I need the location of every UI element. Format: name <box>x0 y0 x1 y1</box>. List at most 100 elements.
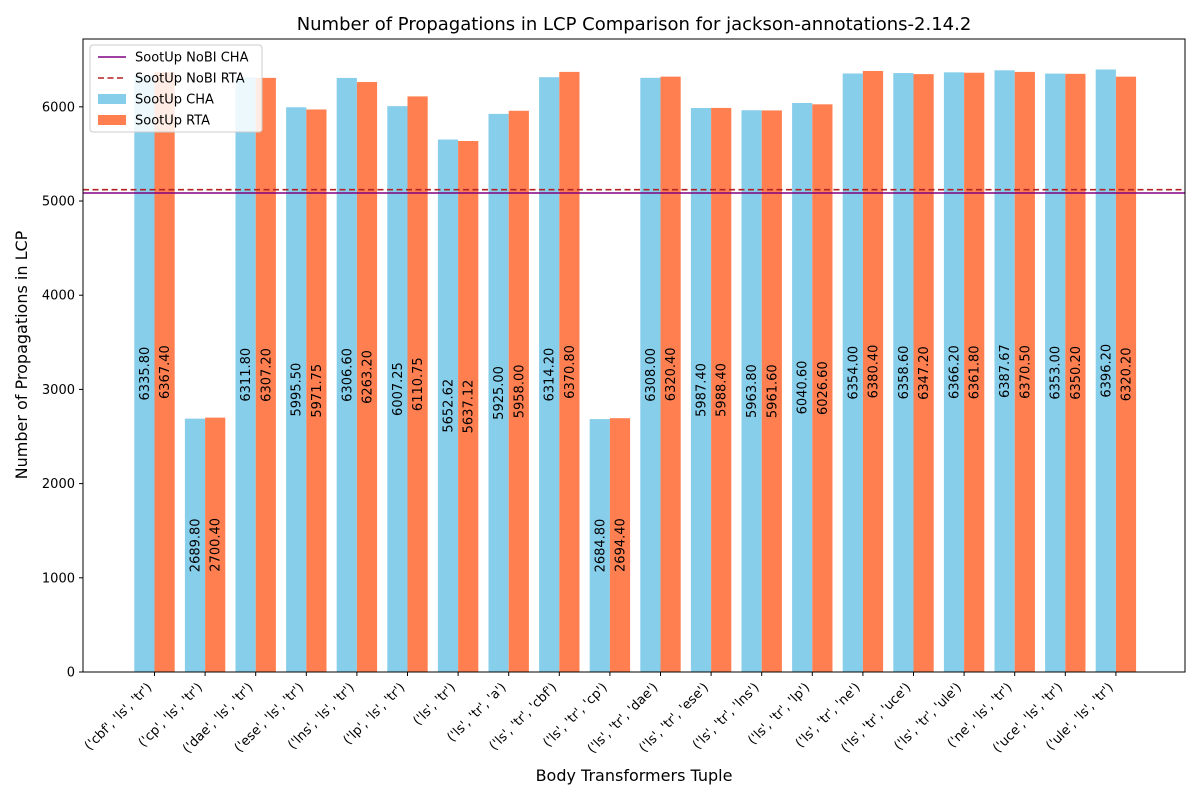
bar-value-label: 6320.40 <box>664 347 679 401</box>
bar-value-label: 5961.60 <box>765 364 780 418</box>
bar-cha <box>842 73 863 673</box>
bar-rta <box>964 72 985 673</box>
bar-cha <box>539 77 560 673</box>
bar-cha <box>1045 73 1066 672</box>
bar-cha <box>690 108 712 672</box>
bar-cha <box>640 77 661 672</box>
bar-value-label: 6263.20 <box>361 350 376 404</box>
legend: SootUp NoBI CHA SootUp NoBI RTA SootUp CHA… <box>89 44 263 133</box>
bar-cha <box>235 77 256 672</box>
bar-cha <box>387 106 408 672</box>
bar-value-label: 6335.80 <box>138 347 153 401</box>
y-tick-label: 1000 <box>42 571 75 586</box>
bar-value-label: 5637.12 <box>462 380 477 434</box>
x-axis-label: Body Transformers Tuple <box>536 766 733 785</box>
bar-value-label: 6306.60 <box>340 348 355 402</box>
bar-rta <box>407 96 428 672</box>
bar-cha <box>286 107 307 672</box>
bar-cha <box>184 418 206 672</box>
bar-value-label: 6387.67 <box>998 344 1013 398</box>
bar-rta <box>154 72 175 672</box>
bar-value-label: 2694.40 <box>614 518 629 572</box>
bar-value-label: 6354.00 <box>846 346 861 400</box>
y-axis: 0 1000 2000 3000 4000 5000 6000 <box>42 100 83 681</box>
bar-rta <box>711 107 732 672</box>
reference-lines <box>83 188 1185 194</box>
legend-bar-swatch <box>98 115 126 125</box>
bar-cha <box>994 70 1015 673</box>
y-tick-label: 2000 <box>42 477 75 492</box>
bar-rta <box>508 110 529 672</box>
legend-label: SootUp NoBI CHA <box>135 51 249 66</box>
bar-cha <box>437 139 459 673</box>
bar-cha <box>488 113 509 672</box>
bar-value-label: 6320.20 <box>1120 347 1135 401</box>
bar-value-label: 6007.25 <box>391 362 406 416</box>
y-tick-label: 0 <box>67 666 75 681</box>
bar-value-labels: 6335.80 6367.40 2689.80 2700.40 6311.80 6307.… <box>138 344 1135 573</box>
bar-value-label: 6307.20 <box>259 348 274 402</box>
bar-value-label: 6396.20 <box>1099 344 1114 398</box>
bar-value-label: 6380.40 <box>867 345 882 399</box>
bar-rta <box>660 76 681 672</box>
chart-title: Number of Propagations in LCP Comparison… <box>297 14 972 35</box>
bar-rta <box>1115 76 1137 672</box>
bar-cha <box>589 419 610 672</box>
bar-value-label: 5925.00 <box>492 366 507 420</box>
bar-rta <box>812 104 833 672</box>
bar-value-label: 5987.40 <box>695 363 710 417</box>
bar-rta <box>862 70 884 673</box>
bar-value-label: 6314.20 <box>543 348 558 402</box>
bar-rta <box>609 418 631 672</box>
bar-value-label: 6370.80 <box>563 345 578 399</box>
bar-value-label: 6370.50 <box>1018 345 1033 399</box>
legend-label: SootUp NoBI RTA <box>135 72 245 87</box>
bar-cha <box>893 73 914 673</box>
bar-value-label: 6353.00 <box>1049 346 1064 400</box>
bar-rta <box>356 82 378 672</box>
bar-value-label: 5958.00 <box>512 365 527 419</box>
bar-rta <box>559 71 580 672</box>
bar-value-label: 6367.40 <box>158 345 173 399</box>
bar-value-label: 6311.80 <box>239 348 254 402</box>
bar-value-label: 5995.50 <box>290 363 305 417</box>
legend-bar-swatch <box>98 94 126 104</box>
bar-rta <box>458 141 479 672</box>
bar-value-label: 6350.20 <box>1069 346 1084 400</box>
x-axis: ('cbf', 'ls', 'tr')('cp', 'ls', 'tr')('d… <box>82 672 1117 757</box>
bar-rta <box>255 77 276 672</box>
bar-rta <box>913 74 934 673</box>
y-axis-label: Number of Propagations in LCP <box>12 230 31 479</box>
bar-cha <box>741 110 762 673</box>
y-tick-label: 5000 <box>42 195 75 210</box>
plot-frame <box>82 38 1186 673</box>
bar-value-label: 6347.20 <box>917 346 932 400</box>
y-tick-label: 3000 <box>42 383 75 398</box>
bar-cha <box>792 103 813 672</box>
bar-value-label: 6110.75 <box>411 357 426 411</box>
bar-rta <box>205 417 226 672</box>
y-tick-label: 4000 <box>42 289 75 304</box>
bar-value-label: 5652.62 <box>442 379 457 433</box>
bar-cha <box>943 72 965 672</box>
legend-label: SootUp RTA <box>135 114 210 129</box>
bar-value-label: 2700.40 <box>209 518 224 572</box>
x-tick-label: ('ls', 'tr') <box>410 680 458 728</box>
bar-cha <box>134 75 155 672</box>
bar-value-label: 6308.00 <box>644 348 659 402</box>
bar-rta <box>306 109 327 673</box>
bar-rta <box>761 110 782 672</box>
legend-label: SootUp CHA <box>135 93 214 108</box>
bar-rta <box>1014 71 1035 673</box>
bar-value-label: 6366.20 <box>948 345 963 399</box>
bar-cha <box>336 77 357 672</box>
bar-cha <box>1095 69 1116 672</box>
bar-value-label: 6040.60 <box>796 361 811 415</box>
legend-box <box>89 44 263 133</box>
bar-value-label: 5971.75 <box>310 364 325 418</box>
bar-value-label: 5963.80 <box>745 364 760 418</box>
bar-value-label: 2689.80 <box>189 518 204 572</box>
bar-value-label: 6026.60 <box>816 361 831 415</box>
bar-value-label: 5988.40 <box>715 363 730 417</box>
